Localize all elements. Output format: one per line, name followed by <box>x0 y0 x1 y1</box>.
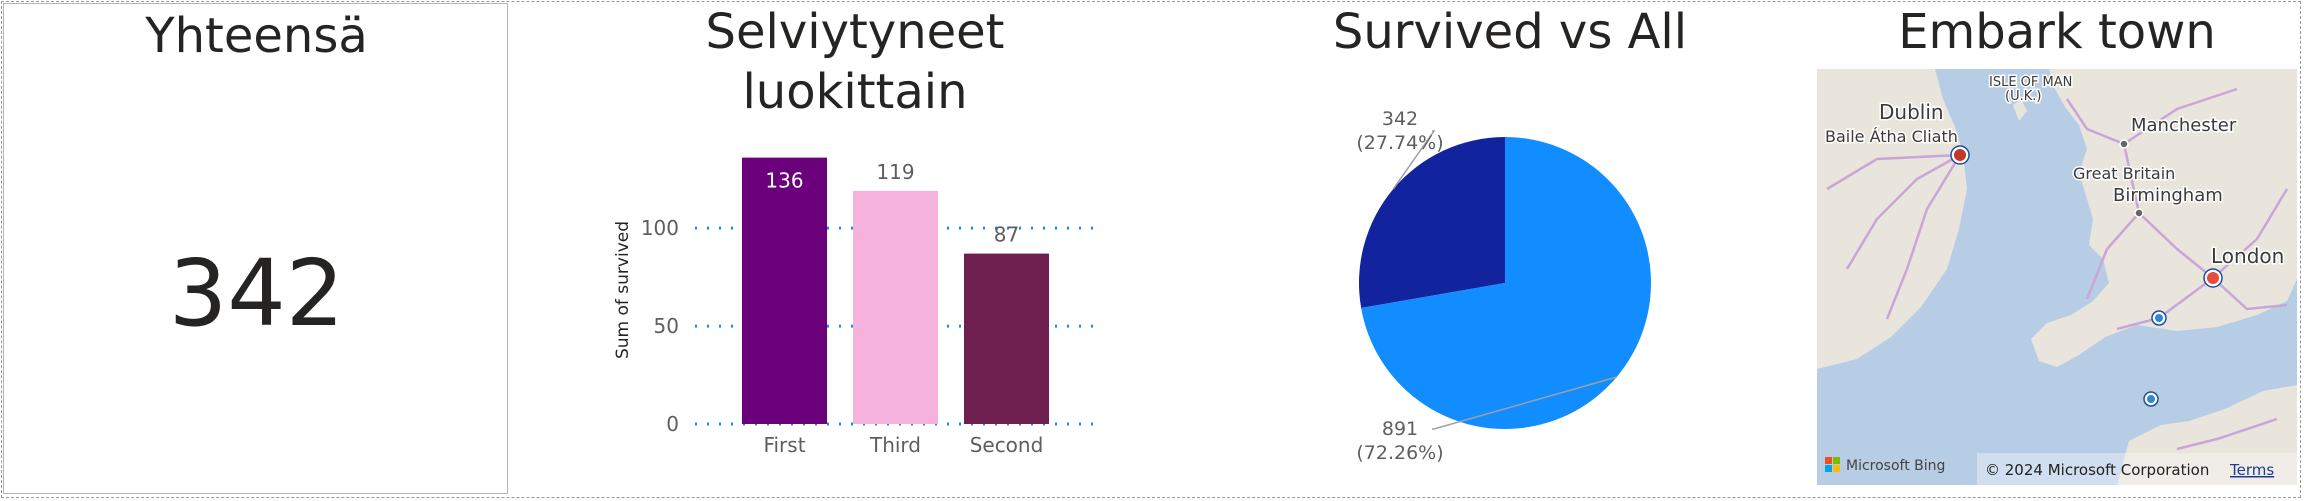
map-place-label: London <box>2211 244 2284 268</box>
ireland-land <box>1817 69 1967 369</box>
kpi-card[interactable]: Yhteensä 342 <box>3 3 508 494</box>
map-visual[interactable]: Dublin Baile Átha Cliath ISLE OF MAN (U.K.)… <box>1817 69 2297 485</box>
map-place-label: (U.K.) <box>2005 89 2041 104</box>
y-tick-label: 100 <box>641 216 679 240</box>
bar-second[interactable] <box>964 253 1049 424</box>
pie-label-percent: (27.74%) <box>1356 132 1443 154</box>
map-point[interactable] <box>2147 395 2155 403</box>
map-place-label: ISLE OF MAN <box>1989 75 2072 90</box>
france-land <box>2117 385 2297 485</box>
map-copyright: © 2024 Microsoft Corporation <box>1985 461 2209 479</box>
pie-slice-891[interactable] <box>1361 137 1651 429</box>
pie-chart-title: Survived vs All <box>1332 4 1688 60</box>
data-label-third: 119 <box>876 160 914 184</box>
terms-link[interactable]: Terms <box>2229 461 2274 479</box>
pie-label-value: 891 <box>1382 418 1418 440</box>
kpi-value: 342 <box>168 240 345 347</box>
x-tick-label-second: Second <box>970 433 1044 457</box>
map-point[interactable] <box>1954 149 1966 161</box>
data-label-first: 136 <box>765 169 803 193</box>
pie-label-percent: (72.26%) <box>1356 442 1443 464</box>
y-tick-label: 50 <box>654 314 679 338</box>
map-place-label: Great Britain <box>2073 164 2175 183</box>
bar-chart-title: Selviytyneet luokittain <box>705 4 1005 120</box>
map-point[interactable] <box>2207 272 2219 284</box>
city-dot <box>2134 208 2144 218</box>
map-place-label: Baile Átha Cliath <box>1825 127 1958 146</box>
map-point[interactable] <box>2155 314 2163 322</box>
bar-chart[interactable]: Sum of survived 0 50 100 136 First 119 Third 87 S… <box>600 130 1120 470</box>
isle-of-man <box>2013 99 2027 121</box>
pie-leader-line <box>1392 130 1436 190</box>
bar-third[interactable] <box>853 190 938 424</box>
map-place-label: Manchester <box>2131 115 2237 136</box>
data-label-second: 87 <box>994 223 1019 247</box>
map-place-label: Birmingham <box>2113 185 2223 206</box>
pie-leader-line <box>1432 376 1617 430</box>
copyright-backdrop <box>1977 453 2297 485</box>
bar-first[interactable] <box>742 157 827 424</box>
pie-slice-342[interactable] <box>1359 137 1505 308</box>
kpi-title: Yhteensä <box>145 8 368 64</box>
pie-chart[interactable]: 342(27.74%) 891(72.26%) <box>1330 95 1750 495</box>
y-tick-label: 0 <box>666 412 679 436</box>
pie-label-value: 342 <box>1382 108 1418 130</box>
y-axis-title: Sum of survived <box>613 221 633 359</box>
map-title: Embark town <box>1898 4 2216 60</box>
x-tick-label-first: First <box>763 433 805 457</box>
microsoft-bing-logo <box>1825 457 1840 472</box>
map-canvas[interactable]: Dublin Baile Átha Cliath ISLE OF MAN(U.K.)… <box>1817 69 2297 485</box>
x-tick-label-third: Third <box>869 433 921 457</box>
city-dot <box>2119 139 2129 149</box>
bing-label: Microsoft Bing <box>1846 458 1945 474</box>
map-place-label: Dublin <box>1879 100 1944 124</box>
